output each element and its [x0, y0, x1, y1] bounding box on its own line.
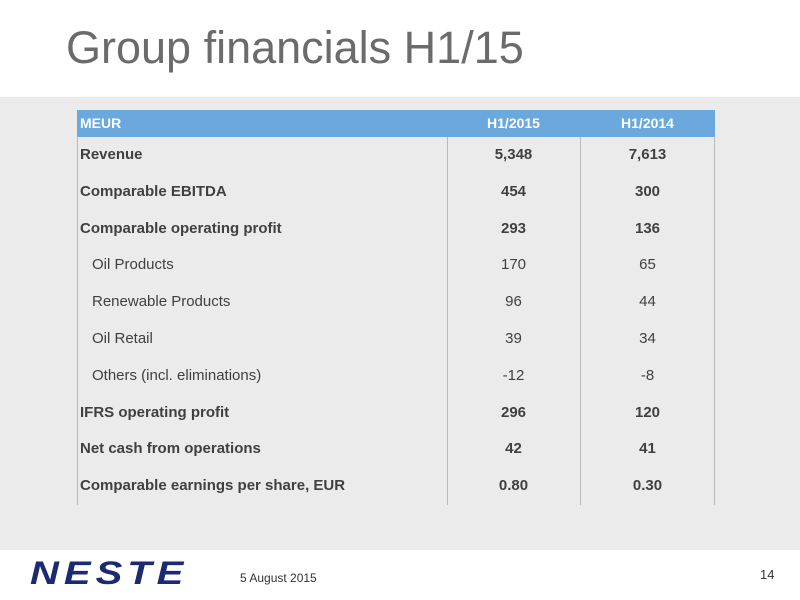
table-row: Comparable EBITDA 454 300 [77, 174, 715, 211]
label-cell: Comparable EBITDA [80, 182, 227, 200]
page-number: 14 [760, 567, 775, 582]
value-cell: 44 [639, 293, 656, 311]
value-cell: -8 [640, 366, 655, 384]
value-cell: 300 [634, 182, 661, 200]
value-cell: 39 [505, 330, 522, 347]
logo: NESTE [30, 555, 189, 591]
label-cell: IFRS operating profit [80, 403, 230, 421]
label-cell: Renewable Products [92, 293, 231, 311]
value-cell: 96 [505, 293, 522, 311]
value-cell: 34 [639, 330, 656, 347]
table-row: Others (incl. eliminations) -12 -8 [77, 358, 715, 395]
footer-date: 5 August 2015 [240, 571, 317, 585]
value-cell: 120 [634, 403, 661, 421]
value-cell: 296 [500, 403, 527, 421]
value-cell: 7,613 [628, 146, 667, 163]
value-cell: 454 [500, 182, 527, 200]
content-band [0, 97, 800, 550]
table-row: Renewable Products 96 44 [77, 284, 715, 321]
table-border [714, 137, 715, 505]
table-row: Comparable operating profit 293 136 [77, 211, 715, 248]
value-cell: 0.30 [632, 477, 663, 495]
value-cell: 136 [634, 219, 661, 237]
table-row: Revenue 5,348 7,613 [77, 137, 715, 174]
label-cell: Oil Products [92, 256, 174, 274]
table-row: Oil Retail 39 34 [77, 321, 715, 358]
value-cell: 293 [500, 219, 527, 237]
label-cell: Comparable earnings per share, EUR [80, 477, 346, 495]
value-cell: -12 [502, 366, 525, 384]
label-cell: Net cash from operations [80, 440, 261, 458]
label-cell: Others (incl. eliminations) [92, 366, 262, 384]
label-cell: Revenue [80, 146, 143, 163]
table-row: Comparable earnings per share, EUR 0.80 0.… [77, 468, 715, 505]
value-cell: 170 [500, 256, 527, 274]
table-border [77, 137, 78, 505]
value-cell: 5,348 [494, 146, 533, 163]
value-cell: 41 [639, 440, 656, 458]
value-cell: 65 [639, 256, 656, 274]
table-header: MEUR H1/2015 H1/2014 [77, 110, 715, 137]
slide-title: Group financials H1/15 [66, 22, 524, 73]
header-cell: MEUR [80, 115, 122, 131]
column-separator [447, 137, 448, 505]
column-separator [580, 137, 581, 505]
header-cell: H1/2014 [621, 115, 674, 131]
table-row: Oil Products 170 65 [77, 247, 715, 284]
value-cell: 0.80 [498, 477, 529, 495]
value-cell: 42 [505, 440, 522, 458]
table-row: IFRS operating profit 296 120 [77, 395, 715, 432]
header-cell: H1/2015 [487, 115, 540, 131]
table-row: Net cash from operations 42 41 [77, 431, 715, 468]
label-cell: Oil Retail [92, 330, 153, 347]
label-cell: Comparable operating profit [80, 219, 282, 237]
